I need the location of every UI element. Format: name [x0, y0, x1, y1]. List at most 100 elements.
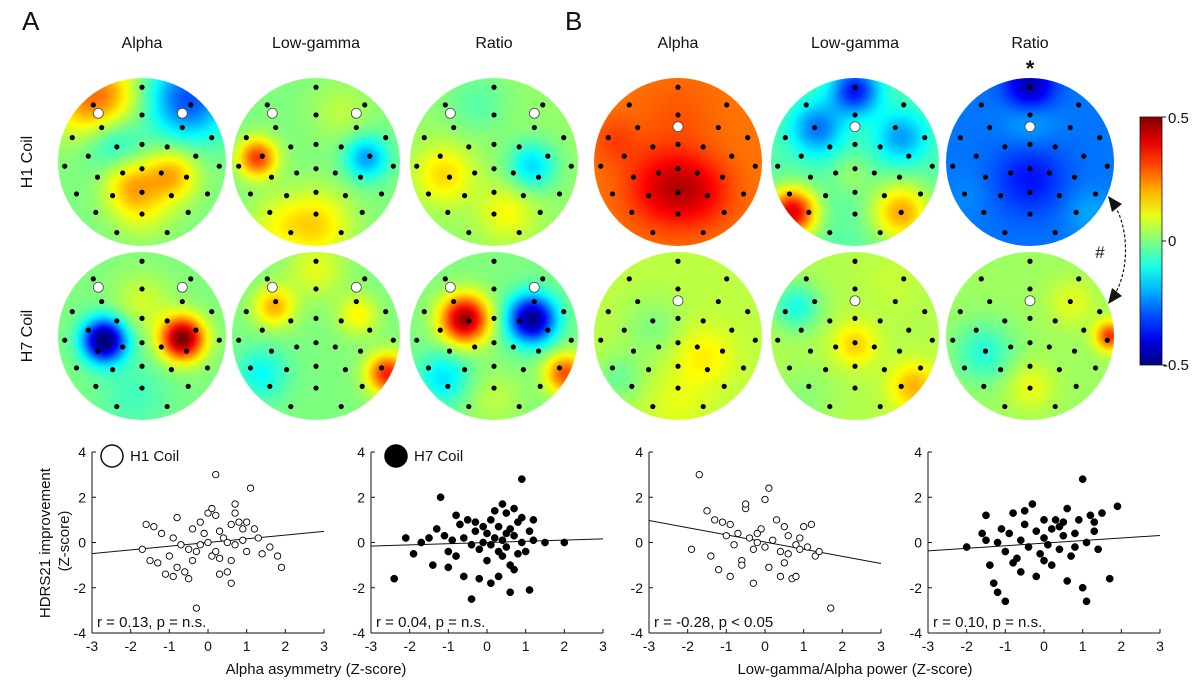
- electrode-dot: [425, 365, 432, 371]
- electrode-dot: [442, 102, 448, 108]
- scatter-point: [479, 522, 487, 531]
- scatter-point: [780, 559, 788, 567]
- electrode-dot: [1027, 286, 1033, 292]
- topo-b-h7-low-gamma: [771, 252, 939, 420]
- scatter-point: [800, 523, 808, 531]
- arrowhead-down: [1108, 288, 1122, 304]
- electrode-dot: [917, 365, 924, 371]
- scatter-point: [436, 493, 445, 502]
- electrode-dot: [892, 298, 898, 305]
- electrode-dot: [635, 124, 641, 131]
- electrode-dot: [93, 383, 99, 389]
- topo-heatmap: [232, 252, 400, 420]
- electrode-dot: [675, 258, 681, 264]
- electrode-dot: [383, 309, 389, 315]
- electrode-dot: [540, 276, 546, 282]
- electrode-dot: [556, 365, 563, 371]
- scatter-point: [1009, 559, 1017, 567]
- topo-b-h1-ratio: [946, 78, 1114, 246]
- scatter-point: [742, 500, 750, 508]
- scatter-point: [212, 470, 220, 479]
- electrode-dot: [675, 166, 681, 172]
- electrode-dot: [247, 365, 254, 371]
- electrode-dot: [1104, 337, 1110, 343]
- electrode-dot: [338, 318, 344, 324]
- electrode-dot: [630, 174, 637, 180]
- electrode-dot: [629, 383, 635, 389]
- electrode-dot: [273, 124, 279, 131]
- scatter-point: [231, 541, 239, 549]
- electrode-dot: [491, 141, 497, 147]
- scatter-point: [753, 529, 761, 538]
- electrode-dot: [338, 403, 344, 410]
- legend-marker-h1: [100, 444, 124, 468]
- scatter-point: [254, 534, 262, 542]
- stimulation-site: [672, 121, 684, 133]
- electrode-dot: [85, 327, 91, 333]
- electrode-dot: [442, 276, 448, 282]
- scatter-point: [1074, 516, 1083, 524]
- electrode-dot: [922, 135, 928, 141]
- electrode-dot: [881, 193, 888, 199]
- x-tick-label: -2: [124, 638, 137, 654]
- electrode-dot: [833, 344, 839, 350]
- electrode-dot: [609, 191, 616, 197]
- electrode-dot: [243, 135, 249, 141]
- electrode-dot: [700, 318, 706, 324]
- scatter-point: [560, 538, 569, 547]
- scatter-point: [494, 522, 503, 531]
- electrode-dot: [1027, 141, 1033, 147]
- topo-a-h7-ratio: [410, 252, 578, 420]
- scatter-point: [1090, 518, 1099, 526]
- scatter-point: [227, 556, 235, 565]
- scatter-point: [154, 559, 162, 567]
- scatter-point: [1016, 536, 1025, 545]
- electrode-dot: [852, 166, 858, 172]
- scatter-point: [827, 604, 835, 612]
- electrode-dot: [700, 229, 706, 236]
- electrode-dot: [69, 309, 75, 315]
- electrode-dot: [961, 365, 968, 371]
- x-tick-label: 1: [1079, 638, 1087, 654]
- electrode-dot: [164, 229, 170, 236]
- electrode-dot: [114, 318, 120, 324]
- scatter-point: [1040, 516, 1048, 524]
- electrode-dot: [700, 403, 706, 410]
- electrode-dot: [675, 363, 681, 369]
- electrode-dot: [179, 124, 185, 131]
- electrode-dot: [852, 340, 858, 346]
- scatter-point: [510, 504, 518, 513]
- scatter-point: [452, 511, 460, 520]
- electrode-dot: [973, 153, 979, 159]
- x-tick-label: 2: [1117, 638, 1125, 654]
- electrode-dot: [520, 193, 527, 199]
- scatter-point: [765, 484, 773, 492]
- scatter-point: [1098, 509, 1106, 517]
- scatter-point: [1059, 531, 1068, 540]
- electrode-dot: [437, 327, 443, 333]
- electrode-dot: [982, 348, 989, 354]
- x-tick-label: -2: [403, 638, 416, 654]
- electrode-dot: [568, 337, 574, 343]
- scatter-point: [807, 520, 816, 529]
- x-tick-label: 1: [522, 638, 530, 654]
- electrode-dot: [164, 318, 170, 324]
- electrode-dot: [981, 209, 987, 215]
- electrode-dot: [516, 403, 522, 410]
- electrode-dot: [724, 276, 730, 282]
- electrode-dot: [1092, 191, 1099, 197]
- electrode-dot: [1052, 144, 1058, 150]
- scatter-point: [452, 552, 460, 560]
- electrode-dot: [1052, 403, 1058, 410]
- electrode-dot: [775, 337, 781, 343]
- scatter-point: [986, 561, 994, 569]
- scatter-point: [456, 520, 464, 529]
- electrode-dot: [871, 170, 877, 176]
- regression-line: [648, 520, 882, 565]
- electrode-dot: [414, 337, 420, 343]
- electrode-dot: [535, 174, 542, 180]
- electrode-dot: [901, 102, 907, 108]
- electrode-dot: [896, 348, 903, 354]
- stimulation-site: [1024, 295, 1036, 307]
- electrode-dot: [268, 174, 275, 180]
